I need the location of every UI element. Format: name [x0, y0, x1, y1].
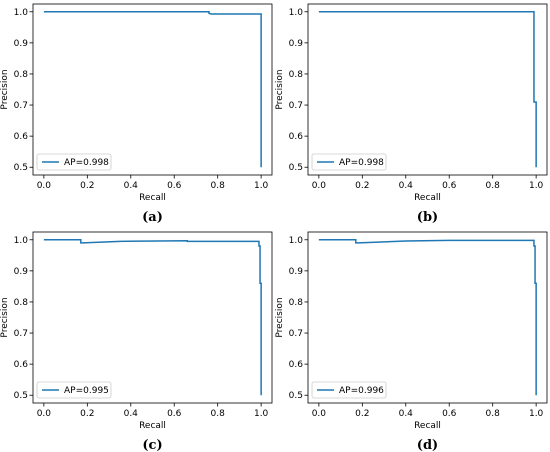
- y-tick-label: 0.5: [289, 163, 303, 173]
- pr-curve-line: [318, 239, 537, 396]
- x-tick-label: 0.4: [399, 181, 414, 191]
- y-tick-label: 0.8: [14, 298, 29, 308]
- x-tick-label: 0.8: [486, 181, 501, 191]
- legend: AP=0.995: [36, 381, 112, 399]
- x-tick-label: 0.0: [312, 181, 327, 191]
- x-tick-label: 0.8: [486, 409, 501, 419]
- y-tick-label: 0.8: [14, 70, 29, 80]
- y-tick-label: 0.9: [14, 267, 29, 277]
- x-tick-label: 1.0: [254, 181, 269, 191]
- panel-caption: (a): [142, 210, 163, 225]
- y-tick-label: 1.0: [14, 8, 29, 18]
- legend: AP=0.996: [311, 381, 387, 399]
- panel-caption: (c): [142, 438, 162, 452]
- y-tick-label: 0.6: [289, 132, 304, 142]
- x-axis-label: Recall: [414, 193, 441, 203]
- pr-curve-line: [43, 11, 262, 168]
- y-axis-label: Precision: [275, 69, 285, 109]
- plot-frame: [307, 231, 548, 404]
- x-tick-label: 0.2: [80, 409, 94, 419]
- y-axis-label: Precision: [0, 69, 10, 109]
- y-tick-label: 0.5: [14, 163, 28, 173]
- x-tick-label: 0.0: [312, 409, 327, 419]
- legend-box: [36, 153, 112, 171]
- y-tick-label: 0.9: [289, 39, 304, 49]
- x-tick-label: 1.0: [529, 181, 544, 191]
- x-tick-label: 0.4: [124, 409, 139, 419]
- x-tick-label: 0.6: [442, 181, 457, 191]
- x-tick-label: 0.2: [80, 181, 94, 191]
- plot-frame: [32, 231, 273, 404]
- x-tick-label: 1.0: [254, 409, 269, 419]
- x-tick-label: 0.8: [211, 409, 226, 419]
- y-tick-label: 0.6: [14, 360, 29, 370]
- pr-curve-line: [43, 239, 262, 396]
- x-tick-label: 1.0: [529, 409, 544, 419]
- legend-label: AP=0.996: [339, 386, 384, 396]
- panel-caption: (d): [417, 438, 438, 452]
- y-tick-label: 1.0: [14, 236, 29, 246]
- legend-label: AP=0.995: [64, 386, 109, 396]
- pr-curve-line: [318, 11, 537, 168]
- y-tick-label: 0.8: [289, 70, 304, 80]
- y-tick-label: 0.9: [289, 267, 304, 277]
- y-tick-label: 0.5: [14, 391, 28, 401]
- y-tick-label: 0.6: [14, 132, 29, 142]
- y-tick-label: 0.7: [289, 329, 303, 339]
- y-axis-label: Precision: [275, 297, 285, 337]
- y-tick-label: 1.0: [289, 8, 304, 18]
- y-tick-label: 0.6: [289, 360, 304, 370]
- legend-label: AP=0.998: [64, 158, 109, 168]
- legend-label: AP=0.998: [339, 158, 384, 168]
- x-tick-label: 0.8: [211, 181, 226, 191]
- chart-panel: 0.0 0.2 0.4 0.6 0.8 1.0 0.5 0.6 0.7 0.8 0.9 1.0 Reca…: [0, 3, 273, 225]
- y-tick-label: 1.0: [289, 236, 304, 246]
- y-tick-label: 0.7: [14, 329, 28, 339]
- x-tick-label: 0.2: [355, 181, 369, 191]
- chart-panel: 0.0 0.2 0.4 0.6 0.8 1.0 0.5 0.6 0.7 0.8 0.9 1.0 Reca…: [275, 231, 548, 452]
- y-tick-label: 0.9: [14, 39, 29, 49]
- x-tick-label: 0.4: [399, 409, 414, 419]
- y-tick-label: 0.7: [289, 101, 303, 111]
- legend: AP=0.998: [36, 153, 112, 171]
- y-axis-label: Precision: [0, 297, 10, 337]
- x-axis-label: Recall: [139, 193, 166, 203]
- x-tick-label: 0.6: [442, 409, 457, 419]
- x-axis-label: Recall: [139, 421, 166, 431]
- x-tick-label: 0.6: [167, 409, 182, 419]
- legend-box: [311, 381, 387, 399]
- x-tick-label: 0.6: [167, 181, 182, 191]
- plot-frame: [307, 3, 548, 176]
- legend-box: [36, 381, 112, 399]
- chart-panel: 0.0 0.2 0.4 0.6 0.8 1.0 0.5 0.6 0.7 0.8 0.9 1.0 Reca…: [0, 231, 273, 452]
- x-tick-label: 0.2: [355, 409, 369, 419]
- x-tick-label: 0.0: [37, 409, 52, 419]
- x-axis-label: Recall: [414, 421, 441, 431]
- plot-frame: [32, 3, 273, 176]
- x-tick-label: 0.0: [37, 181, 52, 191]
- y-tick-label: 0.7: [14, 101, 28, 111]
- y-tick-label: 0.5: [289, 391, 303, 401]
- panel-caption: (b): [417, 210, 438, 225]
- legend-box: [311, 153, 387, 171]
- chart-panel: 0.0 0.2 0.4 0.6 0.8 1.0 0.5 0.6 0.7 0.8 0.9 1.0 Reca…: [275, 3, 548, 225]
- legend: AP=0.998: [311, 153, 387, 171]
- x-tick-label: 0.4: [124, 181, 139, 191]
- y-tick-label: 0.8: [289, 298, 304, 308]
